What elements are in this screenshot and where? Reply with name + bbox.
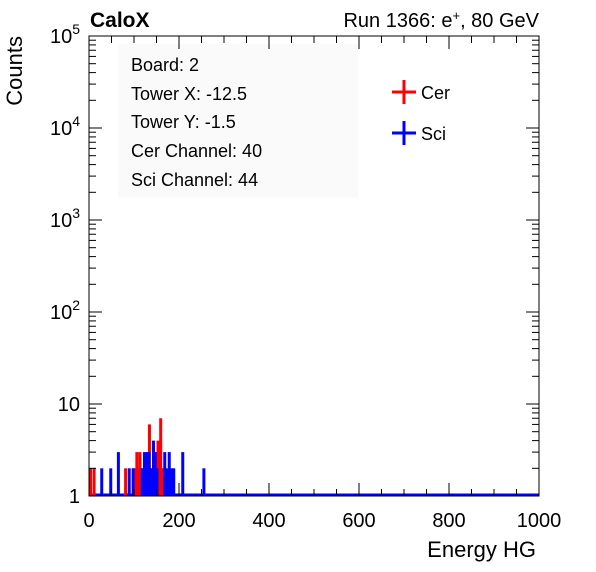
run-info-label: Run 1366: e+, 80 GeV [343,8,539,32]
y-tick-label-5: 105 [50,21,80,48]
x-tick-label-0: 0 [83,510,94,532]
legend-marker-sci [392,121,416,145]
info-line-sci-channel: Sci Channel: 44 [131,170,258,190]
run-info-sup: + [452,8,460,23]
x-tick-label-2: 400 [252,510,285,532]
experiment-label: CaloX [90,9,150,32]
legend-label-sci: Sci [421,124,446,144]
x-tick-label-5: 1000 [517,510,562,532]
info-line-board: Board: 2 [131,55,199,75]
histogram-bars [89,418,539,497]
run-info-suffix: , 80 GeV [460,10,540,32]
x-axis-title: Energy HG [427,537,536,562]
y-tick-label-1: 10 [58,394,80,416]
info-line-cer-channel: Cer Channel: 40 [131,141,262,161]
info-box [118,44,358,198]
x-tick-label-4: 800 [432,510,465,532]
legend-label-cer: Cer [421,83,450,103]
info-line-tower-y: Tower Y: -1.5 [131,112,236,132]
info-line-tower-x: Tower X: -12.5 [131,84,247,104]
legend: Cer Sci [392,80,450,145]
y-tick-label-2: 102 [50,297,80,324]
x-tick-label-1: 200 [162,510,195,532]
run-info-prefix: Run 1366: e [343,10,452,32]
y-tick-label-4: 104 [50,113,80,140]
y-tick-label-3: 103 [50,205,80,232]
x-tick-label-3: 600 [342,510,375,532]
legend-marker-cer [392,80,416,104]
y-axis-ticks: 1 10 102 103 104 105 [50,21,539,508]
y-axis-title: Counts [2,36,27,106]
x-axis-ticks: 0 200 400 600 800 1000 [83,36,561,532]
info-box-lines: Board: 2 Tower X: -12.5 Tower Y: -1.5 Ce… [131,55,262,190]
y-tick-label-0: 1 [69,486,80,508]
